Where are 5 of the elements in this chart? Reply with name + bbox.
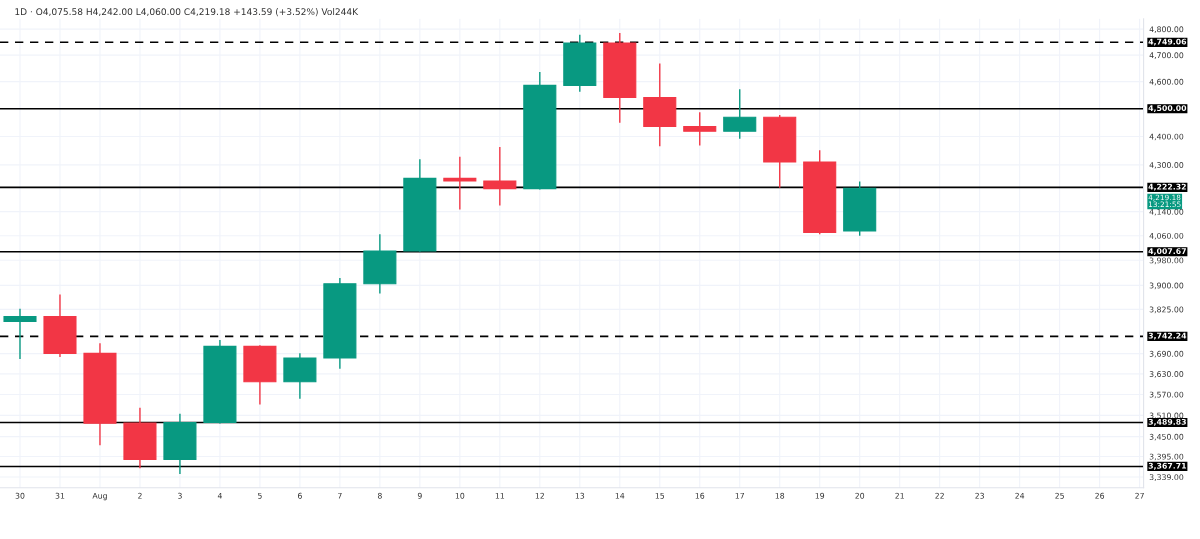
candlestick [483,146,517,207]
candlestick [443,156,477,211]
candlestick [683,111,717,147]
candlestick [3,307,37,360]
chart-title: 1D · O4,075.58 H4,242.00 L4,060.00 C4,219.18 +143.59 (+3.52%) Vol244K [15,8,359,17]
